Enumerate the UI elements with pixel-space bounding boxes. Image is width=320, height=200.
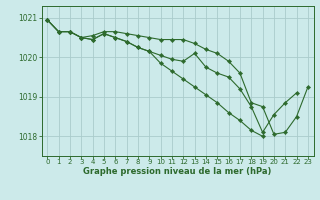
X-axis label: Graphe pression niveau de la mer (hPa): Graphe pression niveau de la mer (hPa) <box>84 167 272 176</box>
